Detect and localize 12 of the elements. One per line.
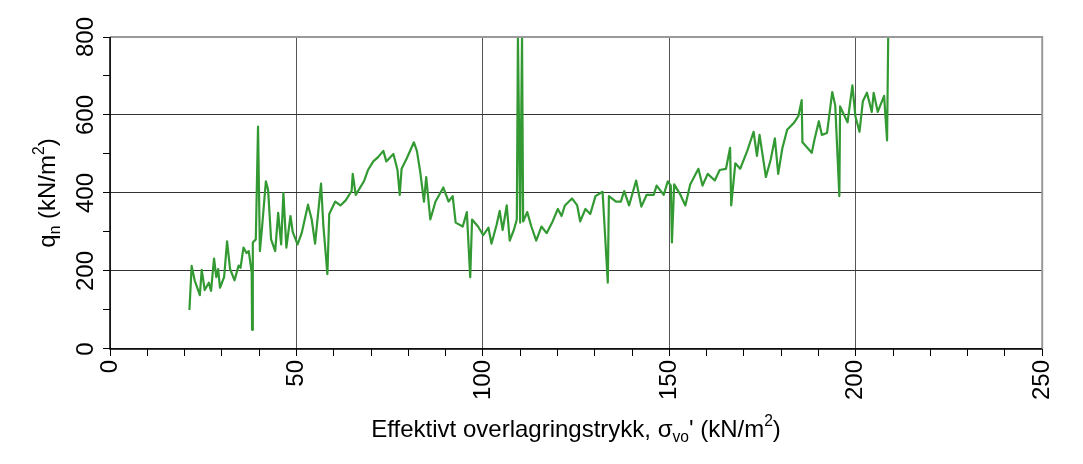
x-tick-label: 250 (1026, 359, 1054, 400)
x-tick-label: 50 (281, 359, 309, 387)
y-tick-label: 0 (70, 342, 98, 356)
x-tick-label: 150 (653, 359, 681, 400)
y-tick-label: 600 (70, 94, 98, 136)
y-tick-label: 400 (70, 172, 98, 213)
x-tick-label: 200 (840, 359, 868, 400)
y-tick-label: 200 (70, 250, 98, 291)
x-tick-label: 0 (94, 359, 122, 374)
y-tick-label: 800 (70, 16, 98, 58)
y-axis-title: qn (kN/m2) (29, 138, 63, 248)
x-tick-label: 100 (467, 359, 495, 400)
